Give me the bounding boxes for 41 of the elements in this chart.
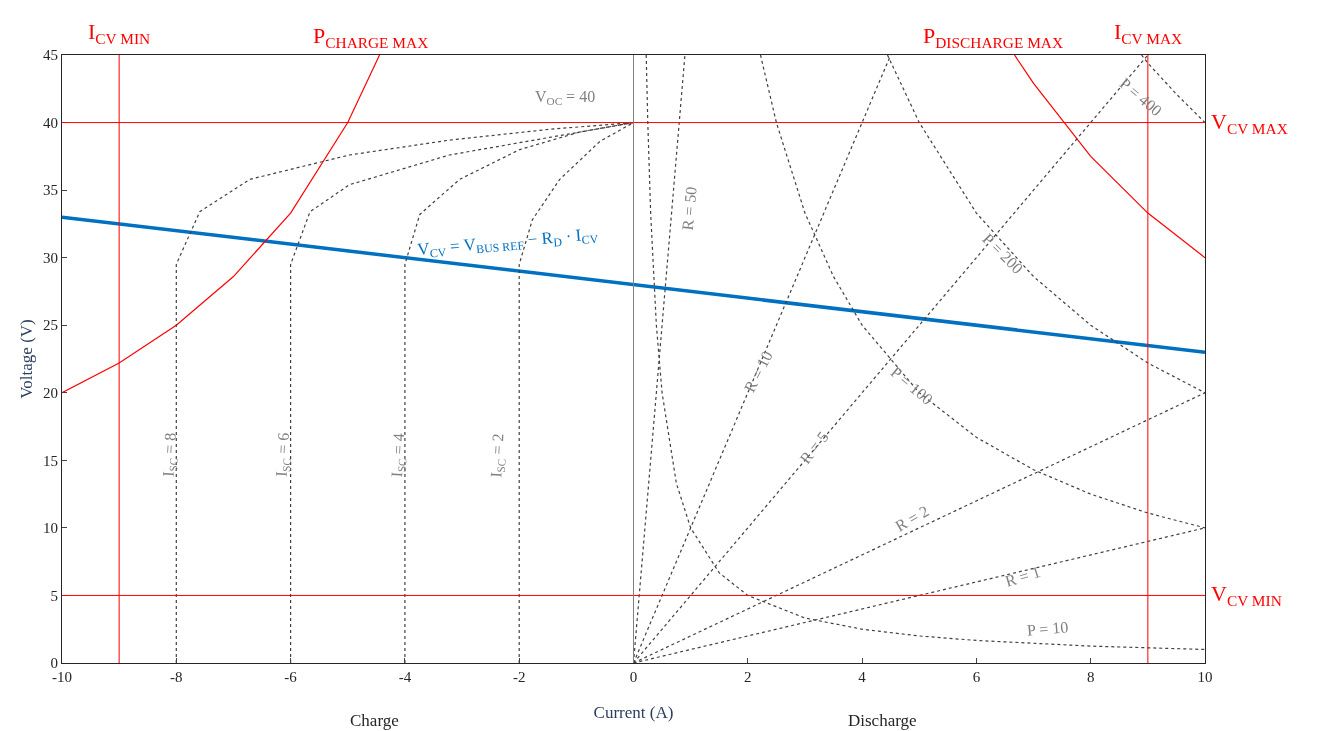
y-tick-label: 35 bbox=[43, 182, 58, 199]
annotation: P = 200 bbox=[979, 230, 1027, 277]
annotation: R = 1 bbox=[1003, 563, 1043, 590]
y-tick-label: 30 bbox=[43, 249, 58, 266]
x-tick-label: 10 bbox=[1197, 669, 1213, 685]
ref-line-label: I$_{CV MIN}$ bbox=[88, 19, 151, 47]
x-tick-label: 0 bbox=[629, 669, 638, 685]
annotation: V$_{CV}$ = V$_{BUS REF}$ − R$_{D}$ · I$_{CV}$ bbox=[416, 224, 600, 262]
y-axis-title: Voltage (V) bbox=[16, 319, 36, 399]
annotation: R = 5 bbox=[796, 428, 832, 467]
y-tick-label: 25 bbox=[43, 317, 58, 334]
x-tick-label: -10 bbox=[52, 669, 72, 685]
y-tick-label: 20 bbox=[43, 385, 58, 402]
ref-line-label: V$_{CV MIN}$ bbox=[1211, 581, 1282, 609]
annotation: P = 10 bbox=[1026, 618, 1069, 639]
annotation: R = 50 bbox=[678, 185, 700, 231]
annotation: P = 400 bbox=[1116, 74, 1166, 120]
x-tick-label: 2 bbox=[744, 669, 752, 685]
series-label: P$_{CHARGE MAX}$ bbox=[313, 23, 429, 51]
x-tick-label: -2 bbox=[512, 669, 526, 685]
x-axis-title: Current (A) bbox=[593, 703, 674, 723]
ref-line-label: V$_{CV MAX}$ bbox=[1211, 109, 1288, 137]
text: Discharge bbox=[848, 711, 917, 730]
y-tick-label: 40 bbox=[43, 114, 58, 131]
x-tick-label: 8 bbox=[1086, 669, 1095, 685]
annotation: P = 100 bbox=[887, 363, 937, 408]
x-tick-label: 4 bbox=[858, 669, 867, 685]
series-label: P$_{DISCHARGE MAX}$ bbox=[923, 23, 1064, 51]
x-tick-label: -4 bbox=[398, 669, 412, 685]
y-tick-label: 5 bbox=[50, 587, 58, 604]
x-tick-label: 6 bbox=[972, 669, 981, 685]
ref-line-label: I$_{CV MAX}$ bbox=[1114, 19, 1183, 47]
x-tick-label: -8 bbox=[170, 669, 183, 685]
annotation: V$_{OC}$ = 40 bbox=[535, 88, 596, 108]
y-tick-label: 15 bbox=[43, 452, 58, 469]
x-tick-label: -6 bbox=[284, 669, 298, 685]
y-tick-label: 0 bbox=[50, 655, 58, 672]
annotation: R = 2 bbox=[892, 502, 932, 535]
text: Charge bbox=[350, 711, 399, 730]
y-tick-label: 10 bbox=[43, 520, 58, 537]
y-tick-label: 45 bbox=[43, 47, 58, 64]
